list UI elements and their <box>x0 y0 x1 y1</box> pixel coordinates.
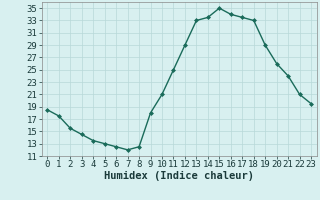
X-axis label: Humidex (Indice chaleur): Humidex (Indice chaleur) <box>104 171 254 181</box>
